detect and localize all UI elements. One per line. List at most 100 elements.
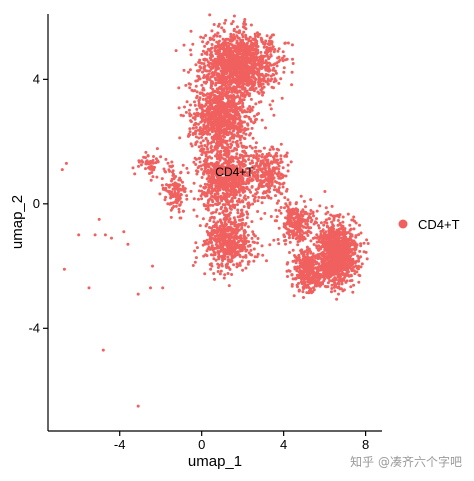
scatter-point xyxy=(247,39,251,43)
scatter-point xyxy=(224,182,228,186)
scatter-point xyxy=(217,114,221,118)
scatter-point xyxy=(267,46,271,50)
scatter-point xyxy=(207,199,211,203)
scatter-point xyxy=(213,70,217,74)
scatter-point xyxy=(226,188,230,192)
scatter-point xyxy=(224,61,227,65)
scatter-point xyxy=(222,250,226,254)
scatter-point xyxy=(198,156,202,160)
scatter-point xyxy=(202,130,206,133)
scatter-point xyxy=(216,187,220,190)
scatter-point xyxy=(242,49,246,53)
scatter-point xyxy=(233,73,237,77)
scatter-point xyxy=(204,224,208,228)
scatter-point xyxy=(241,101,245,105)
scatter-point xyxy=(326,210,330,214)
scatter-point xyxy=(267,69,271,73)
scatter-point xyxy=(272,155,276,159)
scatter-point xyxy=(208,78,212,82)
scatter-point xyxy=(216,144,220,148)
scatter-point xyxy=(177,106,181,110)
scatter-point xyxy=(212,61,216,65)
scatter-point xyxy=(221,54,225,58)
scatter-point xyxy=(309,239,313,243)
scatter-point xyxy=(236,160,240,164)
scatter-point xyxy=(260,179,264,183)
scatter-point xyxy=(260,244,264,248)
scatter-point xyxy=(259,88,263,92)
scatter-point xyxy=(291,62,295,65)
scatter-point xyxy=(290,43,294,47)
scatter-point xyxy=(238,29,241,33)
scatter-point xyxy=(251,51,255,55)
scatter-point xyxy=(199,35,203,39)
scatter-point xyxy=(241,38,245,42)
scatter-point xyxy=(191,264,195,267)
scatter-point xyxy=(235,90,239,94)
scatter-point xyxy=(247,206,251,210)
scatter-point xyxy=(232,183,236,186)
scatter-point xyxy=(191,126,195,130)
scatter-point xyxy=(196,74,200,78)
scatter-point xyxy=(294,207,298,211)
scatter-point xyxy=(195,214,199,218)
scatter-point xyxy=(272,73,276,77)
scatter-point xyxy=(226,174,230,177)
scatter-point xyxy=(239,141,243,145)
scatter-point xyxy=(210,194,214,198)
scatter-point xyxy=(237,56,241,60)
scatter-point xyxy=(209,167,213,171)
scatter-point xyxy=(200,189,204,193)
scatter-point xyxy=(229,32,233,36)
scatter-point xyxy=(245,216,249,220)
scatter-point xyxy=(225,96,229,100)
scatter-point xyxy=(277,242,281,246)
scatter-point xyxy=(208,132,212,136)
scatter-point xyxy=(244,93,248,97)
scatter-point xyxy=(246,69,250,73)
scatter-point xyxy=(247,240,251,244)
scatter-point xyxy=(228,42,232,46)
scatter-point xyxy=(227,80,231,83)
scatter-point xyxy=(243,90,247,93)
scatter-point xyxy=(268,190,271,194)
scatter-point xyxy=(217,78,221,82)
scatter-point xyxy=(284,202,288,206)
scatter-point xyxy=(225,131,229,135)
scatter-point xyxy=(241,213,245,217)
scatter-point xyxy=(221,171,225,175)
scatter-point xyxy=(219,153,223,157)
scatter-point xyxy=(208,197,212,201)
scatter-point xyxy=(223,157,227,161)
scatter-point xyxy=(229,67,233,71)
scatter-point xyxy=(218,46,222,50)
scatter-point xyxy=(267,56,271,59)
scatter-point xyxy=(202,191,206,194)
scatter-point xyxy=(275,201,279,205)
scatter-point xyxy=(224,139,227,143)
scatter-point xyxy=(238,174,242,178)
scatter-point xyxy=(358,249,362,253)
scatter-point xyxy=(234,80,238,84)
scatter-point xyxy=(273,69,277,73)
scatter-point xyxy=(304,205,307,209)
scatter-point xyxy=(226,262,229,266)
scatter-point xyxy=(222,87,226,91)
scatter-point xyxy=(208,48,212,52)
scatter-point xyxy=(223,273,227,277)
scatter-point xyxy=(217,184,221,188)
scatter-point xyxy=(194,121,198,125)
scatter-point xyxy=(272,50,276,54)
scatter-point xyxy=(255,161,259,165)
scatter-point xyxy=(235,30,239,34)
scatter-point xyxy=(225,252,229,256)
scatter-point xyxy=(290,70,294,74)
scatter-point xyxy=(215,52,219,56)
scatter-point xyxy=(273,185,277,189)
scatter-point xyxy=(353,248,357,252)
scatter-point xyxy=(227,152,231,156)
scatter-point xyxy=(188,82,192,86)
scatter-point xyxy=(234,173,238,177)
scatter-point xyxy=(209,124,213,128)
scatter-point xyxy=(211,149,215,152)
